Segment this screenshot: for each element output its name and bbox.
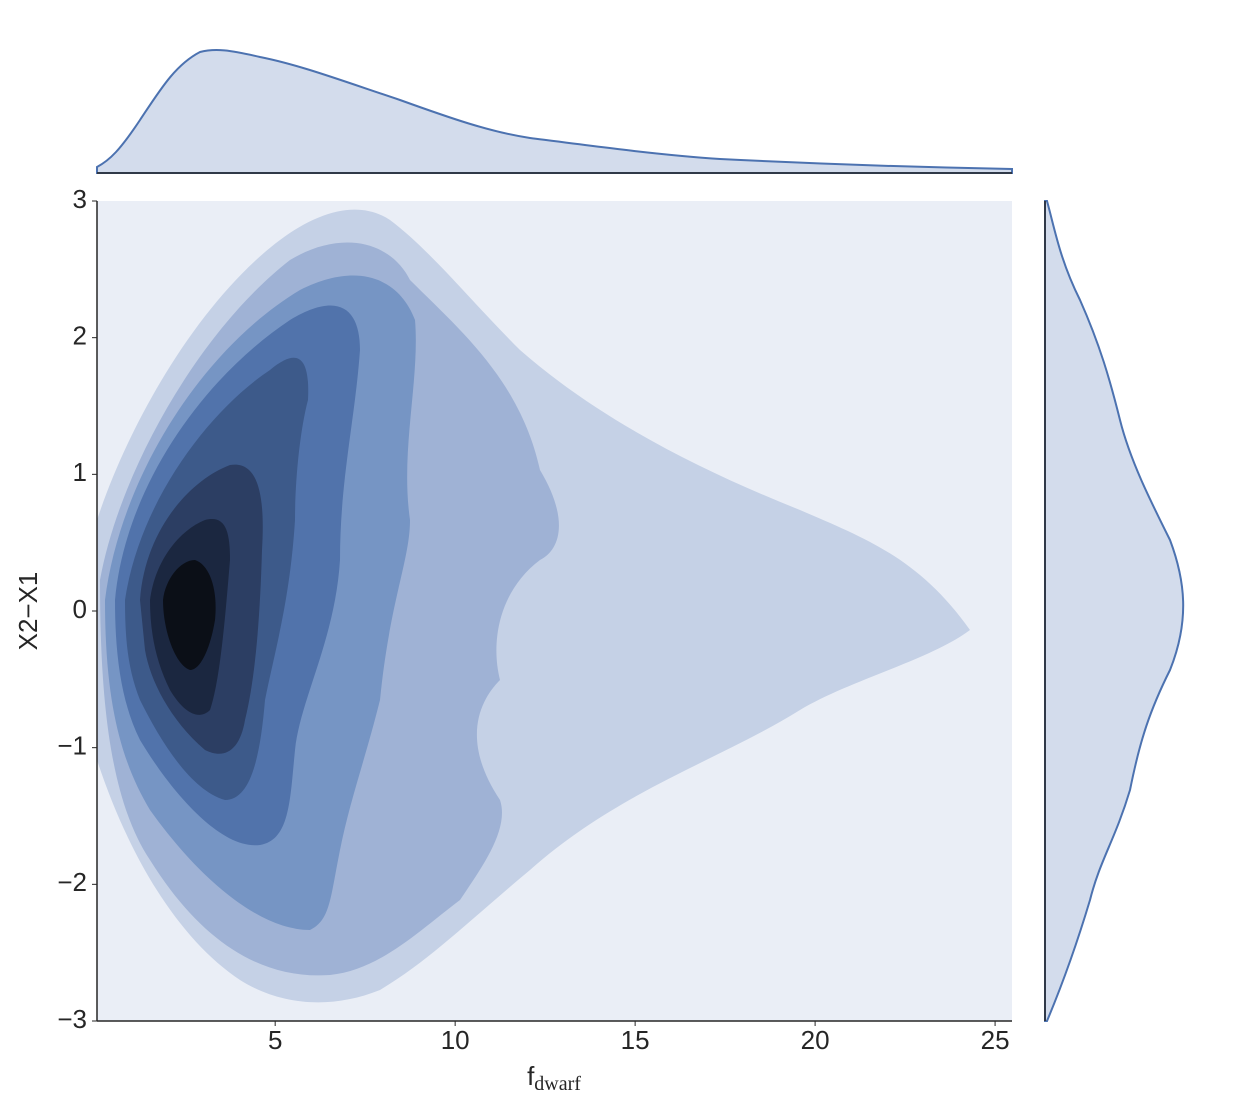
x-tick-label: 5: [268, 1025, 282, 1055]
x-axis-label: fdwarf: [527, 1061, 581, 1095]
y-tick-label: 1: [73, 457, 87, 487]
y-tick-label: −3: [57, 1004, 87, 1034]
y-tick-label: −1: [57, 731, 87, 761]
x-axis-label-subscript: dwarf: [534, 1073, 581, 1095]
x-axis-label-main: f: [527, 1061, 535, 1091]
y-marginal-kde: [1044, 200, 1185, 1022]
y-tick-label: 3: [73, 184, 87, 214]
contour-level: [163, 560, 216, 670]
x-tick-label: 10: [441, 1025, 470, 1055]
x-tick-label: 20: [801, 1025, 830, 1055]
y-tick-label: 0: [73, 594, 87, 624]
y-tick-label: 2: [73, 321, 87, 351]
y-tick-label: −2: [57, 867, 87, 897]
x-tick-label: 25: [981, 1025, 1010, 1055]
x-tick-label: 15: [621, 1025, 650, 1055]
y-axis-label: X2−X1: [13, 572, 43, 651]
x-marginal-kde: [96, 48, 1013, 174]
kde-contours: [97, 209, 970, 1003]
